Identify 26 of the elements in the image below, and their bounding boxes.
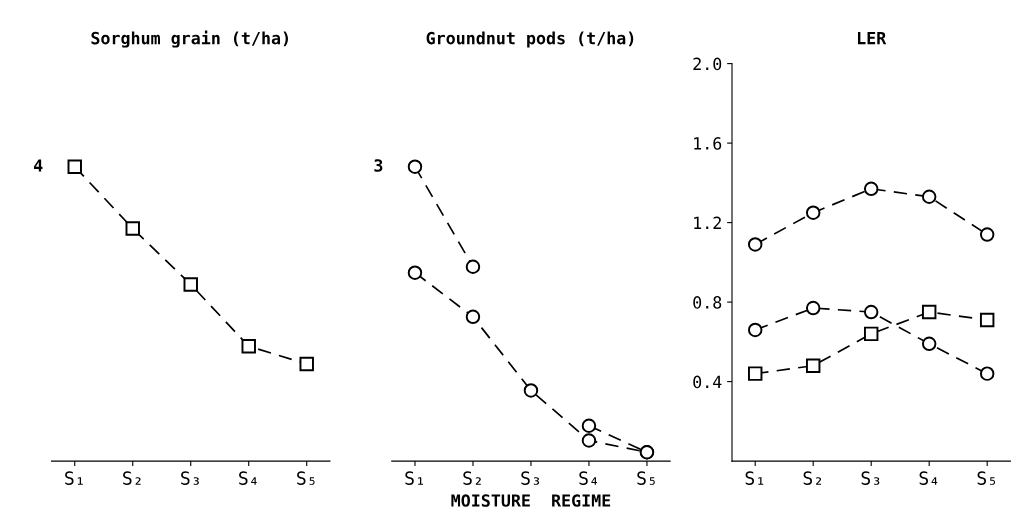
text: 4 [34,159,43,172]
chart-title: LER [857,32,887,45]
y-tick-label: 1.6 [694,137,722,150]
x-tick-label: S₅ [637,471,655,485]
x-tick-label: S₄ [579,471,597,485]
x-tick-label: S₃ [181,471,199,485]
x-tick-label: S₄ [239,471,257,485]
x-tick-label: S₄ [919,471,938,485]
x-tick-label: S₃ [861,471,880,485]
x-tick-label: S₁ [65,471,83,485]
x-tick-label: S₁ [405,471,424,485]
x-axis-title: MOISTURE REGIME [451,494,611,507]
x-tick-label: S₁ [745,471,764,485]
x-tick-label: S₅ [297,471,315,485]
x-tick-label: S₃ [521,471,540,485]
text: 3 [374,159,383,172]
y-tick-label: 0.8 [693,296,722,309]
x-tick-label: S₅ [977,471,996,485]
chart-title: Sorghum grain (t/ha) [91,30,288,48]
chart-title: Groundnut pods (t/ha) [426,31,634,48]
y-tick-label: 1.2 [694,216,721,229]
x-tick-label: S₂ [803,471,822,485]
y-tick-label: 2.0 [693,57,722,71]
y-tick-label: 0.4 [693,375,722,389]
x-tick-label: S₂ [123,471,141,485]
x-tick-label: S₂ [463,471,481,485]
